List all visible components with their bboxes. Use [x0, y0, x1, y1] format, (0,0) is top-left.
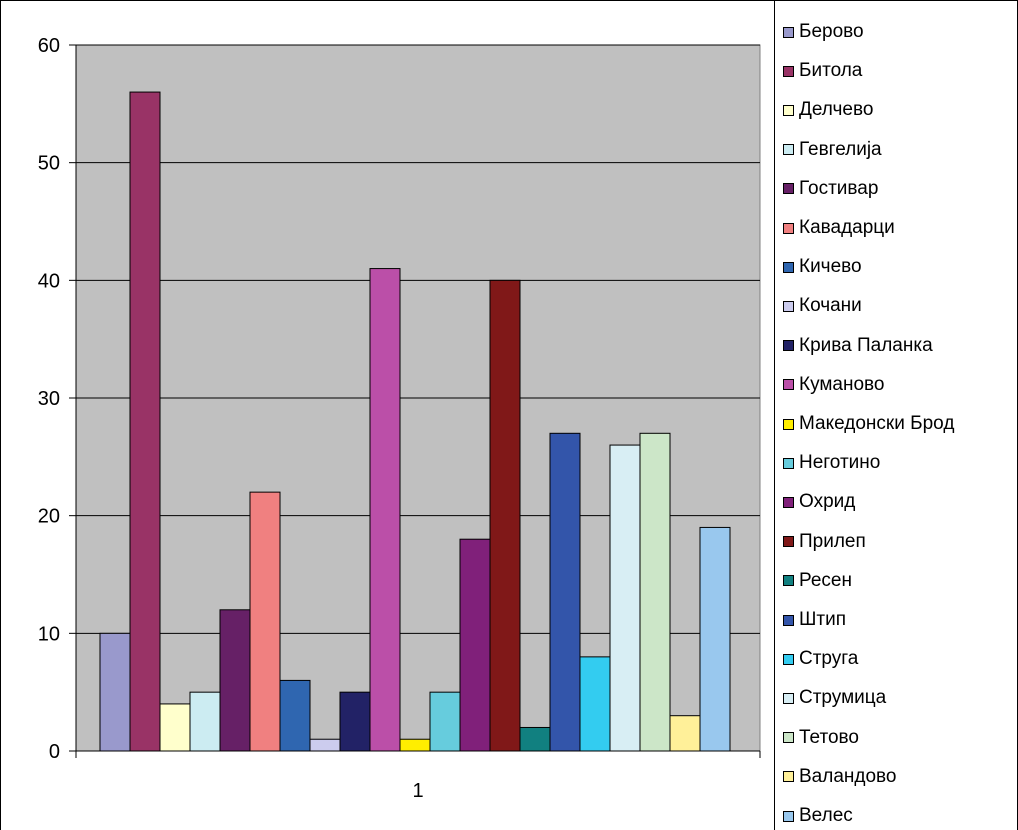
legend-swatch [783, 144, 794, 156]
legend-item: Гевгелија [783, 138, 882, 160]
bar-chart: 0 10 20 30 40 50 60 1 [38, 35, 761, 802]
legend-label: Берово [799, 21, 864, 42]
legend-label: Гевгелија [799, 138, 882, 160]
legend-label: Кавадарци [799, 217, 895, 238]
legend-swatch [783, 418, 794, 430]
legend-swatch [783, 183, 794, 195]
bar-18 [609, 444, 641, 752]
bar-8 [309, 738, 341, 752]
legend-swatch [783, 575, 794, 587]
y-tick-label: 40 [38, 270, 60, 292]
bar-4 [189, 691, 221, 752]
y-tick-label: 10 [38, 623, 60, 645]
legend-swatch [783, 26, 794, 38]
legend-item: Штип [783, 610, 846, 630]
legend-label: Битола [799, 60, 863, 82]
bar-12 [429, 691, 461, 752]
legend-item: Струмица [783, 688, 886, 708]
legend-label: Крива Паланка [799, 334, 933, 356]
legend-swatch [783, 457, 794, 469]
legend-swatch [783, 496, 794, 508]
bar-16 [549, 432, 581, 752]
legend-item: Македонски Брод [783, 414, 954, 434]
legend-label: Неготино [799, 452, 881, 474]
y-tick-label: 30 [38, 388, 60, 410]
legend-label: Прилеп [799, 530, 866, 552]
legend-swatch [783, 810, 794, 822]
legend-item: Велес [783, 806, 853, 826]
legend-label: Охрид [799, 491, 856, 513]
bar-9 [339, 691, 371, 752]
legend-label: Ресен [799, 569, 852, 591]
legend-label: Струга [799, 648, 859, 670]
bar-14 [489, 279, 521, 752]
legend-label: Струмица [799, 687, 887, 709]
legend-item: Кавадарци [783, 218, 895, 238]
bar-11 [399, 738, 431, 752]
legend-swatch [783, 300, 794, 312]
legend-item: Прилеп [783, 530, 866, 552]
bar-15 [519, 726, 551, 752]
bar-5 [219, 609, 251, 752]
bar-17 [579, 656, 611, 752]
legend-label: Гостивар [799, 177, 879, 199]
legend-swatch [783, 653, 794, 665]
legend-label: Кичево [799, 256, 862, 278]
legend-swatch [783, 771, 794, 783]
legend-item: Битола [783, 61, 862, 81]
legend-item: Тетово [783, 726, 859, 748]
legend-item: Струга [783, 649, 858, 669]
legend-item: Куманово [783, 373, 885, 395]
legend-swatch [783, 732, 794, 744]
legend-label: Штип [799, 609, 847, 630]
legend-item: Гостивар [783, 177, 879, 199]
bar-2 [129, 91, 161, 752]
y-tick-label: 0 [49, 741, 60, 763]
x-category-label: 1 [412, 780, 423, 802]
bar-3 [159, 703, 191, 752]
bar-19 [639, 432, 671, 752]
bar-20 [669, 715, 701, 752]
legend-swatch [783, 65, 794, 77]
legend-item: Крива Паланка [783, 334, 933, 356]
legend-item: Делчево [783, 100, 873, 120]
legend-swatch [783, 261, 794, 273]
legend-label: Валандово [799, 765, 897, 787]
legend-label: Делчево [799, 99, 874, 121]
legend-swatch [783, 536, 794, 548]
legend-label: Кочани [799, 295, 862, 317]
legend-label: Тетово [799, 726, 859, 748]
legend-swatch [783, 340, 794, 352]
legend-item: Неготино [783, 453, 880, 473]
bar-13 [459, 538, 491, 752]
legend-item: Берово [783, 22, 864, 42]
bar-10 [369, 268, 401, 752]
y-tick-label: 60 [38, 35, 60, 57]
legend-label: Македонски Брод [799, 413, 955, 434]
legend-item: Валандово [783, 765, 897, 787]
bar-7 [279, 679, 311, 752]
bar-6 [249, 491, 281, 752]
bar-1 [99, 632, 131, 752]
legend-swatch [783, 614, 794, 626]
y-tick-label: 20 [38, 506, 60, 528]
legend-item: Ресен [783, 569, 852, 591]
legend-swatch [783, 692, 794, 704]
legend-swatch [783, 379, 794, 391]
chart-legend: Берово Битола Делчево Гевгелија Гостивар Кава… [774, 0, 1018, 830]
legend-item: Охрид [783, 492, 855, 512]
legend-label: Велес [799, 805, 853, 826]
legend-swatch [783, 222, 794, 234]
legend-item: Кочани [783, 296, 862, 316]
legend-label: Куманово [799, 373, 885, 395]
bar-21 [699, 526, 731, 752]
legend-swatch [783, 104, 794, 116]
legend-item: Кичево [783, 257, 862, 277]
y-tick-label: 50 [38, 153, 60, 175]
